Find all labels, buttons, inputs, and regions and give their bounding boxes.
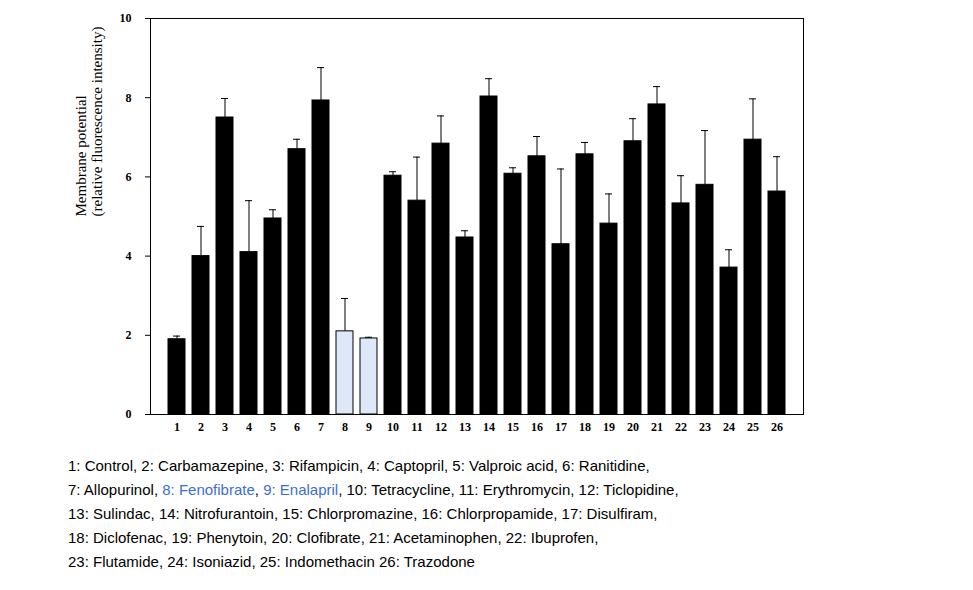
svg-text:11: 11 — [411, 420, 422, 434]
svg-text:4: 4 — [126, 249, 132, 263]
svg-text:15: 15 — [507, 420, 519, 434]
svg-text:9: 9 — [366, 420, 372, 434]
html-text:7: Allopurinol, 8: Fenofibrate: 7: Allopurinol, 8: Fenofibrate, 9: Enala… — [68, 481, 679, 498]
svg-text:16: 16 — [531, 420, 543, 434]
svg-text:23: 23 — [699, 420, 711, 434]
svg-text:18: 18 — [579, 420, 591, 434]
svg-text:22: 22 — [675, 420, 687, 434]
svg-text:7: 7 — [318, 420, 324, 434]
svg-text:10: 10 — [120, 11, 132, 25]
svg-text:25: 25 — [747, 420, 759, 434]
svg-text:5: 5 — [270, 420, 276, 434]
svg-text:6: 6 — [294, 420, 300, 434]
svg-text:12: 12 — [435, 420, 447, 434]
svg-text:8: 8 — [342, 420, 348, 434]
svg-text:3: 3 — [222, 420, 228, 434]
svg-text:26: 26 — [771, 420, 783, 434]
svg-text:2: 2 — [126, 328, 132, 342]
svg-text:8: 8 — [126, 91, 132, 105]
svg-text:2: 2 — [198, 420, 204, 434]
html-text:18: Diclofenac, 19: Phenytoin,: 18: Diclofenac, 19: Phenytoin, 20: Clofi… — [68, 529, 599, 546]
svg-text:Membrane potential(relative fl: Membrane potential(relative fluorescence… — [73, 27, 107, 217]
svg-text:4: 4 — [246, 420, 252, 434]
svg-text:0: 0 — [126, 407, 132, 421]
html-text:23: Flutamide, 24: Isoniazid,: 23: Flutamide, 24: Isoniazid, 25: Indome… — [68, 553, 475, 570]
svg-text:1: 1 — [174, 420, 180, 434]
svg-text:21: 21 — [651, 420, 663, 434]
svg-text:10: 10 — [387, 420, 399, 434]
svg-text:19: 19 — [603, 420, 615, 434]
svg-text:20: 20 — [627, 420, 639, 434]
svg-text:17: 17 — [555, 420, 567, 434]
svg-text:14: 14 — [483, 420, 495, 434]
svg-text:6: 6 — [126, 170, 132, 184]
svg-text:13: 13 — [459, 420, 471, 434]
svg-text:24: 24 — [723, 420, 735, 434]
html-text:13: Sulindac, 14: Nitrofuranto: 13: Sulindac, 14: Nitrofurantoin, 15: Ch… — [68, 505, 658, 522]
html-text:1: Control, 2: Carbamazepine,: 1: Control, 2: Carbamazepine, 3: Rifampi… — [68, 457, 650, 474]
